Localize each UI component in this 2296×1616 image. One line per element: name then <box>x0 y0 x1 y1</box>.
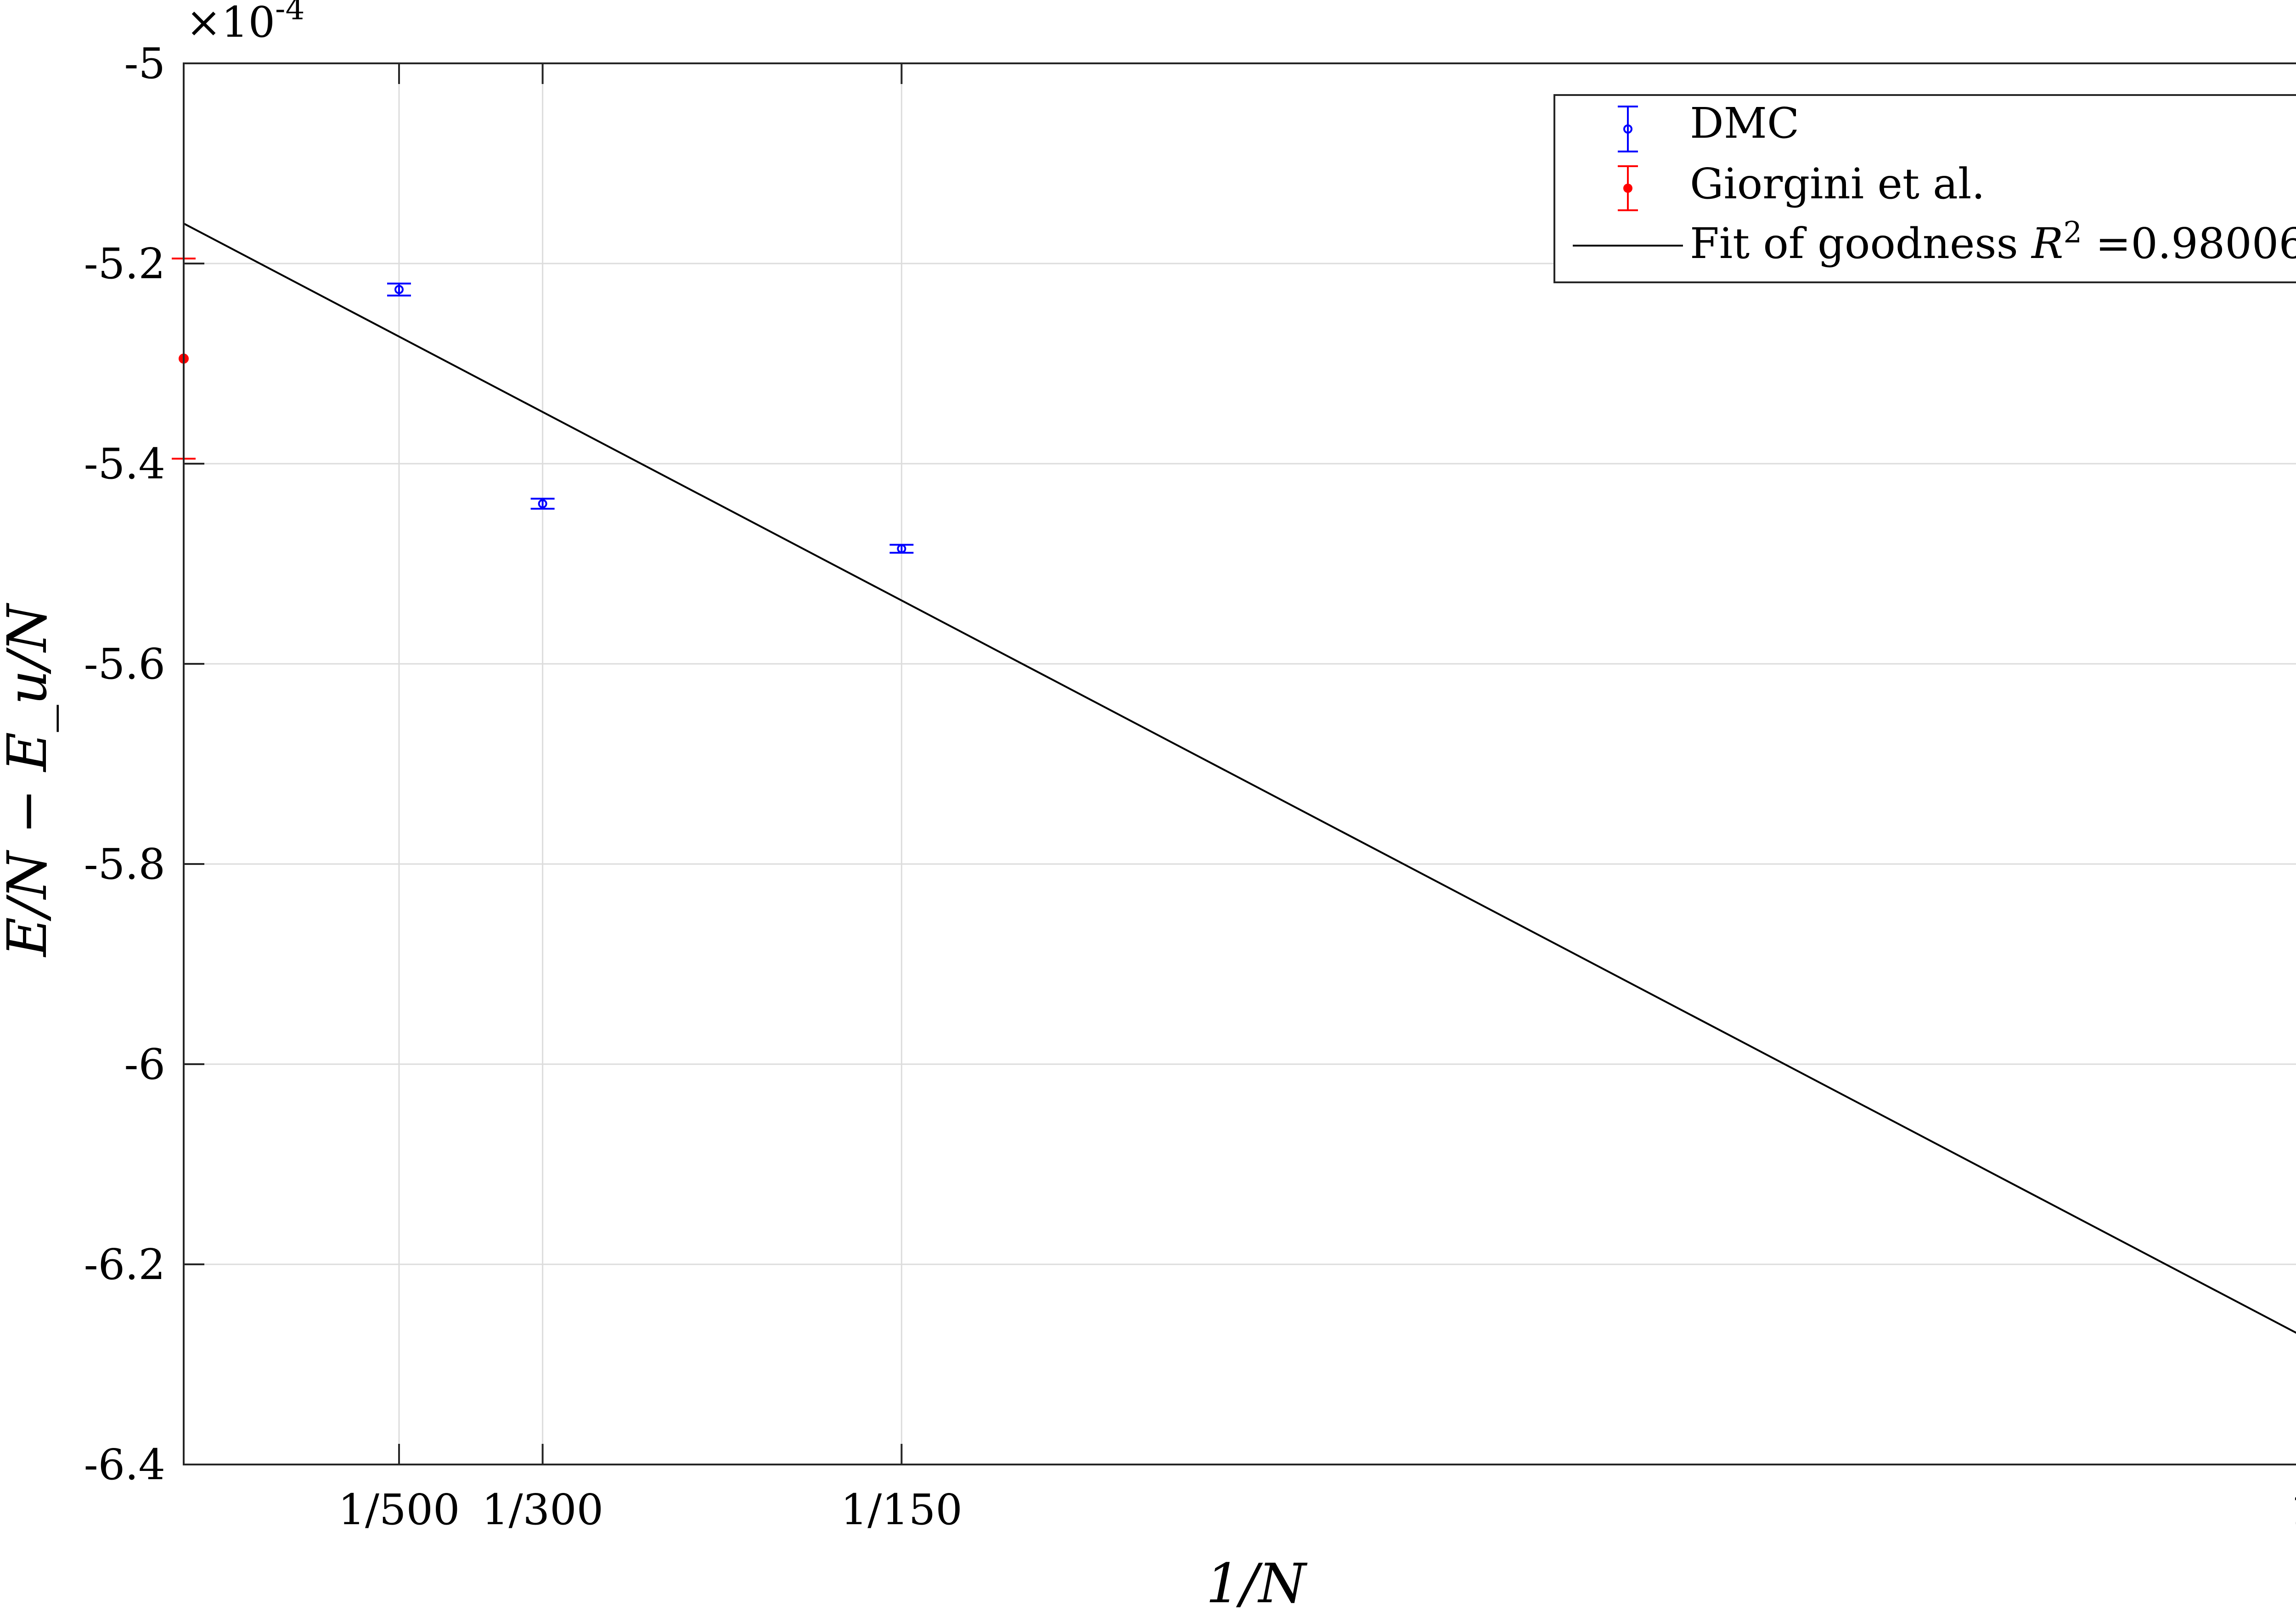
x-axis-label: 1/N <box>1206 1552 1308 1615</box>
legend-label-giorgini: Giorgini et al. <box>1690 159 1985 208</box>
legend-fit-prefix: Fit of goodness <box>1690 219 2032 268</box>
data-point <box>394 285 404 294</box>
x-tick-label: 1/500 <box>338 1485 460 1534</box>
y-multiplier-exponent: -4 <box>275 0 304 27</box>
legend-symbol-giorgini <box>1618 165 1638 211</box>
grid <box>184 63 2296 1464</box>
data-point <box>897 544 906 554</box>
x-tick-label: 1/300 <box>482 1485 603 1534</box>
legend-label-fit: Fit of goodness R2 =0.98006 <box>1690 216 2296 268</box>
y-tick-label: -5 <box>124 39 165 88</box>
legend-fit-var: R <box>2031 219 2063 268</box>
y-multiplier-base: ×10 <box>186 0 275 47</box>
legend-fit-suffix: =0.98006 <box>2082 219 2296 268</box>
legend-box <box>1553 94 2296 283</box>
plot-frame <box>183 62 2296 1465</box>
y-tick-label: -6 <box>124 1040 165 1089</box>
x-tick-label: 1/150 <box>841 1485 962 1534</box>
series-layer <box>172 223 2296 1334</box>
x-tick-label: 1/50 <box>2290 1485 2296 1534</box>
legend-label-dmc: DMC <box>1690 99 1799 148</box>
series-0 <box>387 282 914 554</box>
y-tick-label: -5.6 <box>84 640 165 689</box>
legend: DMC Giorgini et al. Fit of goodness R2 =… <box>1553 94 2296 283</box>
y-tick-label: -6.2 <box>84 1240 165 1289</box>
fit-line <box>183 223 2296 1334</box>
legend-symbol-dmc <box>1618 106 1638 152</box>
y-tick-label: -5.8 <box>84 840 165 889</box>
y-axis-multiplier: ×10-4 <box>186 0 304 47</box>
y-tick-label: -5.4 <box>84 439 165 488</box>
series-2 <box>183 223 2296 1334</box>
y-axis-label: E/N − E_u/N <box>0 603 59 958</box>
tick-labels: -5 -5.2 -5.4 -5.6 -5.8 -6 -6.2 -6.4 1/500 1/300 1/… <box>84 39 2296 1534</box>
y-tick-label: -5.2 <box>84 239 165 288</box>
legend-dmc-marker <box>1623 124 1632 134</box>
ticks <box>184 62 903 1465</box>
legend-giorgini-marker <box>1623 184 1632 193</box>
y-tick-label: -6.4 <box>84 1440 165 1489</box>
data-point <box>538 499 547 509</box>
legend-fit-sup: 2 <box>2063 216 2082 250</box>
